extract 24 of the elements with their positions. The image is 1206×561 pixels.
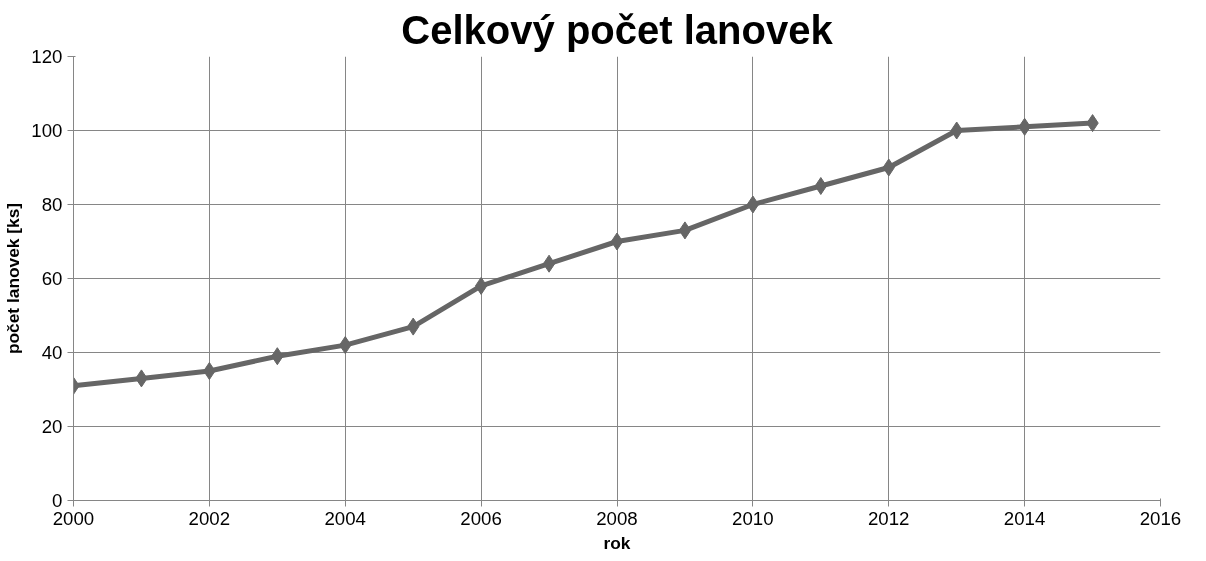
y-tick-label: 20 [41, 416, 63, 437]
point [610, 232, 624, 251]
y-tick-label: 80 [41, 194, 63, 215]
point [746, 195, 760, 214]
y-tick-label: 120 [31, 46, 63, 67]
x-tick-label: 2006 [460, 507, 502, 529]
x-tick-label: 2004 [324, 507, 367, 529]
point [474, 276, 488, 295]
x-tick-label: 2002 [188, 507, 231, 529]
point [678, 221, 692, 240]
y-axis-title: počet lanovek [ks] [3, 202, 24, 355]
point [814, 177, 827, 195]
chart-title: Celkový počet lanovek [401, 7, 834, 52]
x-tick-label: 2010 [732, 507, 774, 529]
y-tick-label: 100 [31, 120, 63, 141]
x-axis-title: rok [603, 532, 631, 553]
point [542, 254, 556, 273]
x-tick-label: 2014 [1003, 507, 1046, 529]
y-tick-label: 40 [41, 342, 63, 363]
x-tick-label: 2012 [868, 507, 910, 529]
x-tick-label: 2008 [596, 507, 638, 529]
y-tick-label: 60 [41, 268, 63, 289]
point [203, 362, 216, 380]
x-tick-label: 2016 [1139, 507, 1182, 529]
